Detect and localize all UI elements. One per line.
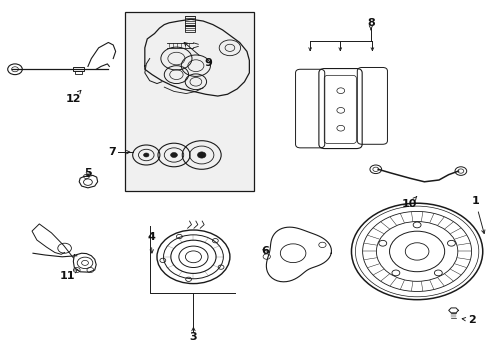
Text: 6: 6 [261, 247, 268, 256]
Bar [184, 16, 195, 26]
Text: 8: 8 [366, 18, 374, 28]
Text: 5: 5 [84, 168, 92, 178]
Bar [184, 24, 195, 32]
Text: 10: 10 [401, 197, 417, 209]
Bar [73, 67, 84, 71]
Text: 2: 2 [461, 315, 475, 325]
Bar [75, 71, 82, 73]
Circle shape [197, 152, 205, 158]
Text: 11: 11 [59, 270, 78, 281]
Text: 9: 9 [184, 42, 211, 68]
Text: 7: 7 [108, 147, 116, 157]
Text: 3: 3 [189, 327, 197, 342]
Text: 12: 12 [65, 90, 81, 104]
Text: 1: 1 [470, 197, 484, 234]
Text: 4: 4 [147, 232, 155, 253]
Bar [125, 12, 254, 191]
Circle shape [170, 153, 177, 157]
Circle shape [143, 153, 149, 157]
